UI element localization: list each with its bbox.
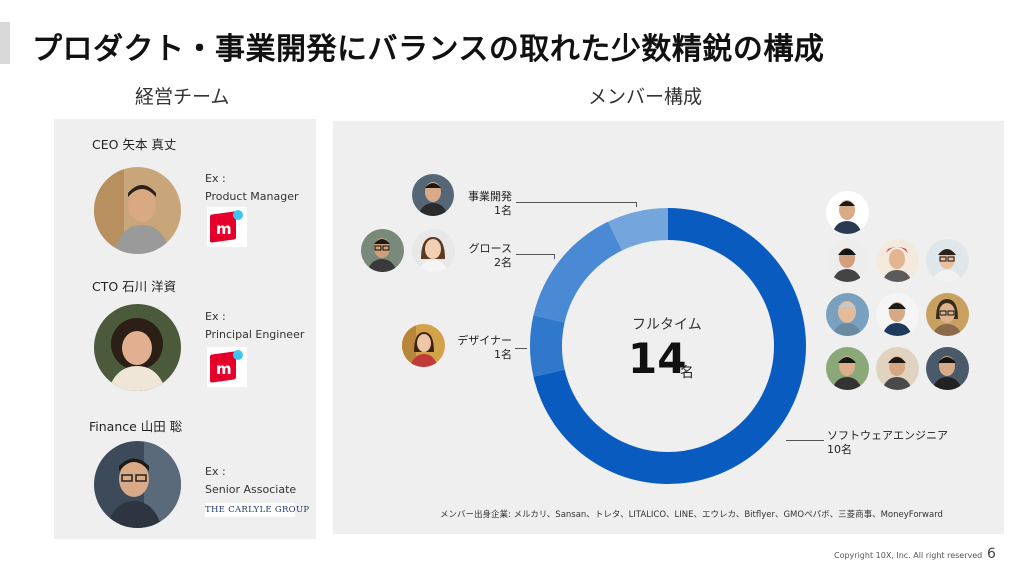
cto-name: CTO 石川 洋資 (92, 279, 177, 294)
engineer-member-avatar (926, 239, 969, 282)
member-composition-heading: メンバー構成 (588, 86, 703, 108)
member-donut-chart (530, 208, 806, 484)
designer-member-avatar (402, 324, 445, 367)
cto-ex-prefix: Ex : (205, 310, 226, 323)
growth-label: グロース 2名 (462, 242, 512, 270)
growth-leader-tick (554, 254, 555, 259)
fulltime-label: フルタイム (632, 317, 702, 333)
copyright-text: Copyright 10X, Inc. All right reserved (834, 551, 983, 560)
engineer-member-avatar (826, 347, 869, 390)
finance-name: Finance 山田 聡 (89, 419, 183, 434)
engineer-member-avatar (876, 239, 919, 282)
engineer-member-avatar (826, 239, 869, 282)
bizdev-count: 1名 (494, 204, 512, 217)
growth-member-avatar (412, 229, 455, 272)
finance-ex-role: Senior Associate (205, 483, 297, 496)
finance-photo (94, 441, 181, 528)
engineer-leader-line (786, 440, 824, 441)
designer-count: 1名 (494, 348, 512, 361)
mercari-logo-icon: m (207, 347, 247, 387)
donut-segment-1 (530, 315, 565, 377)
title-accent-bar (0, 22, 10, 64)
bizdev-leader-tick (636, 202, 637, 207)
carlyle-logo: THE CARLYLE GROUP (205, 503, 310, 517)
engineer-count: 10名 (827, 443, 852, 456)
donut-segment-3 (608, 208, 668, 251)
ceo-photo (94, 167, 181, 254)
donut-segment-2 (533, 221, 623, 323)
engineer-member-avatar (876, 347, 919, 390)
designer-label: デザイナー 1名 (452, 334, 512, 362)
engineer-member-avatar (826, 191, 869, 234)
growth-leader-line (516, 254, 554, 255)
ceo-experience: Ex : Product Manager (205, 170, 298, 206)
bizdev-label: 事業開発 1名 (462, 190, 512, 218)
growth-count: 2名 (494, 256, 512, 269)
cto-experience: Ex : Principal Engineer (205, 308, 304, 344)
fulltime-total: 14 (628, 334, 687, 383)
mercari-logo-icon: m (207, 207, 247, 247)
page-number: 6 (987, 546, 996, 562)
bizdev-leader-line (516, 202, 636, 203)
management-team-heading: 経営チーム (135, 86, 230, 108)
engineer-member-avatar (926, 347, 969, 390)
growth-member-avatar (361, 229, 404, 272)
designer-role: デザイナー (457, 334, 512, 347)
engineer-member-avatar (876, 293, 919, 336)
ceo-ex-prefix: Ex : (205, 172, 226, 185)
bizdev-role: 事業開発 (468, 190, 512, 203)
engineer-member-avatar (826, 293, 869, 336)
growth-role: グロース (468, 242, 512, 255)
finance-experience: Ex : Senior Associate (205, 463, 296, 499)
engineer-role: ソフトウェアエンジニア (827, 429, 948, 442)
cto-photo (94, 304, 181, 391)
designer-leader-line (515, 348, 527, 349)
engineer-member-avatar (926, 293, 969, 336)
cto-ex-role: Principal Engineer (205, 328, 305, 341)
slide-title: プロダクト・事業開発にバランスの取れた少数精鋭の構成 (32, 32, 825, 67)
ceo-ex-role: Product Manager (205, 190, 299, 203)
fulltime-unit: 名 (680, 365, 694, 381)
member-origins-note: メンバー出身企業: メルカリ、Sansan、トレタ、LITALICO、LINE、… (440, 510, 943, 520)
finance-ex-prefix: Ex : (205, 465, 226, 478)
ceo-name: CEO 矢本 真丈 (92, 137, 177, 152)
bizdev-member-avatar (412, 174, 454, 216)
engineer-label: ソフトウェアエンジニア 10名 (827, 429, 948, 457)
